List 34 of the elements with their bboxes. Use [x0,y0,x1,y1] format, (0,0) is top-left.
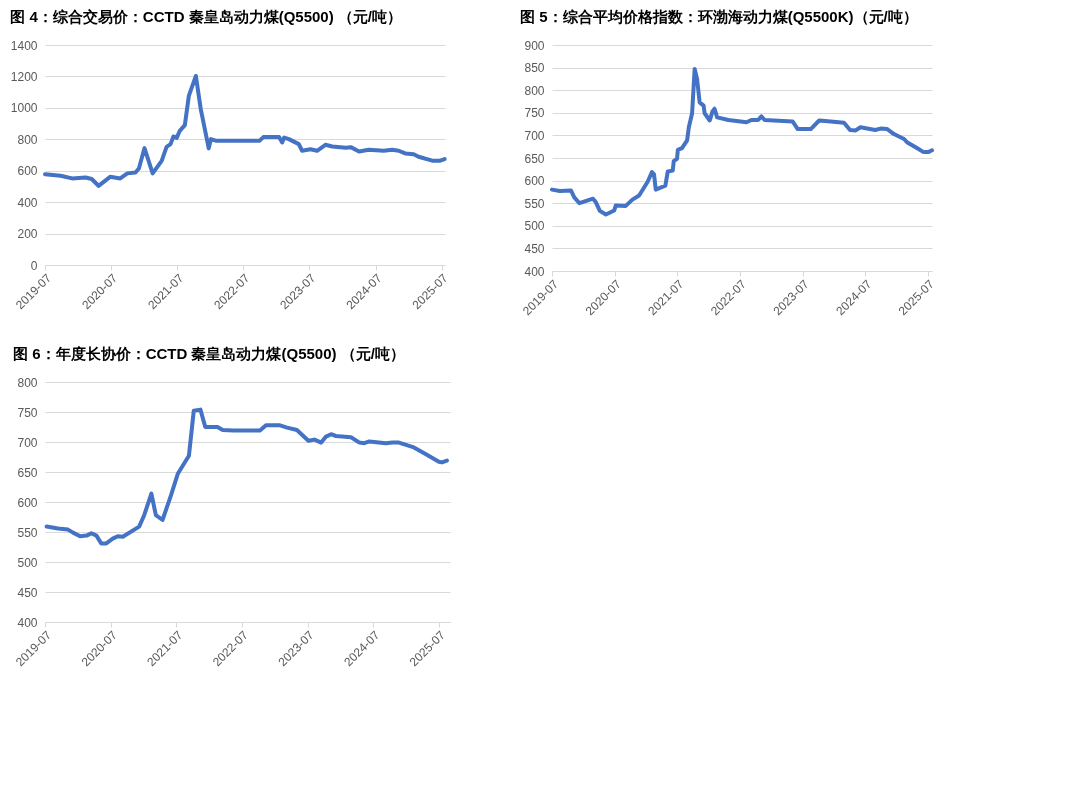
chart-title: 图 5：综合平均价格指数：环渤海动力煤(Q5500K)（元/吨） [520,8,918,25]
y-tick-label: 550 [17,525,38,540]
y-tick-label: 800 [17,132,38,147]
chart-title: 图 4：综合交易价：CCTD 秦皇岛动力煤(Q5500) （元/吨） [10,8,403,25]
y-tick-label: 850 [524,61,545,76]
y-tick-label: 700 [17,435,38,450]
y-tick-label: 550 [524,196,545,211]
y-tick-label: 1400 [10,38,38,53]
y-tick-label: 900 [524,38,545,53]
y-tick-label: 800 [17,375,38,390]
y-tick-label: 750 [17,405,38,420]
y-tick-label: 650 [524,151,545,166]
line-series [44,407,449,546]
y-tick-label: 750 [524,106,545,121]
chart-title: 图 6：年度长协价：CCTD 秦皇岛动力煤(Q5500) （元/吨） [13,345,405,362]
line-series [550,66,934,217]
y-tick-label: 500 [17,555,38,570]
y-tick-label: 450 [524,241,545,256]
y-tick-label: 1200 [10,69,38,84]
y-tick-label: 400 [17,615,38,630]
y-tick-label: 400 [524,264,545,279]
y-tick-label: 400 [17,195,38,210]
y-tick-label: 0 [30,258,38,273]
line-series [43,73,447,188]
y-tick-label: 600 [524,174,545,189]
y-tick-label: 500 [524,219,545,234]
y-tick-label: 650 [17,465,38,480]
y-tick-label: 800 [524,83,545,98]
y-tick-label: 200 [17,227,38,242]
y-tick-label: 600 [17,495,38,510]
y-tick-label: 1000 [10,101,38,116]
y-tick-label: 450 [17,585,38,600]
y-tick-label: 600 [17,164,38,179]
y-tick-label: 700 [524,128,545,143]
